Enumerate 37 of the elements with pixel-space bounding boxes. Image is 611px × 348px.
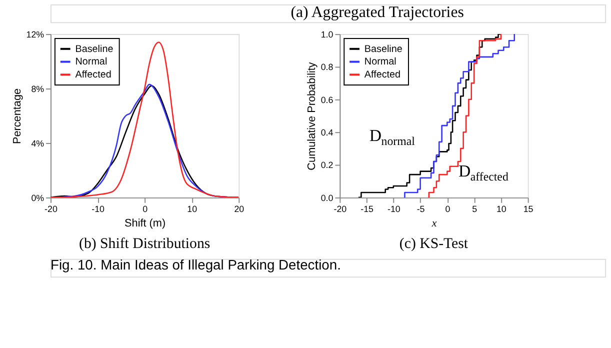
x-tick-label: 5 [472,204,478,214]
y-tick-label: 0.0 [320,192,334,203]
text: (b) Shift Distributions [79,236,210,252]
caption: Fig. 10. Main Ideas of Illegal Parking Detection. [50,256,341,273]
x-tick-label: 0 [142,204,148,214]
x-axis-title: x [430,218,437,230]
x-tick-label: 20 [234,204,244,214]
x-tick-label: -10 [387,204,400,214]
text: (c) KS-Test [399,236,469,252]
y-tick-label: 0.8 [320,62,334,72]
y-tick-label: 8% [31,84,44,94]
x-tick-label: -10 [92,204,105,214]
x-tick-label: -5 [416,204,425,214]
y-axis-title: Cumulative Probability [306,62,318,170]
legend-label: Normal [364,56,396,68]
y-axis-title: Percentage [11,88,24,144]
legend-label: Affected [364,70,401,81]
y-tick-label: 0% [31,192,44,203]
y-tick-label: 0.2 [320,160,334,170]
legend-label: Baseline [364,44,403,55]
x-tick-label: 10 [187,204,198,214]
legend-label: Affected [75,70,112,81]
x-tick-label: -20 [44,204,58,214]
text: (a) Aggregated Trajectories [290,4,464,22]
y-tick-label: 12% [26,30,44,40]
x-tick-label: 10 [496,204,506,214]
x-axis-title: Shift (m) [124,218,166,230]
y-tick-label: 1.0 [320,30,334,40]
x-tick-label: 15 [523,204,534,214]
y-tick-label: 4% [31,138,44,148]
legend-label: Normal [75,56,108,68]
legend-label: Baseline [75,44,114,55]
y-tick-label: 0.6 [320,94,334,105]
y-tick-label: 0.4 [320,128,334,138]
x-tick-label: 0 [445,204,450,214]
x-tick-label: -20 [334,204,347,214]
x-tick-label: -15 [360,204,374,214]
